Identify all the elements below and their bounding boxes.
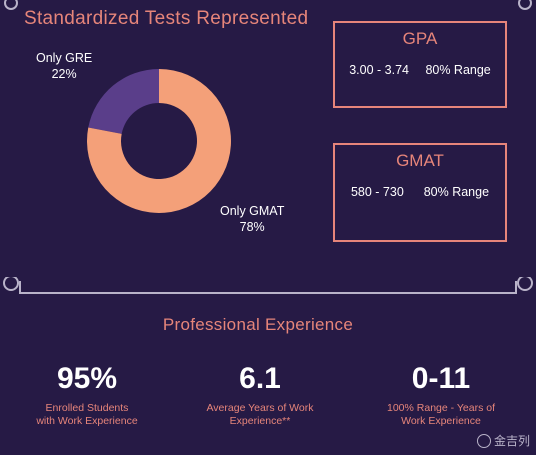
- metric-avg-years-line1: Average Years of Work: [206, 402, 314, 414]
- label-gre-category: Only GRE: [36, 51, 93, 65]
- metric-range-line1: 100% Range - Years of: [387, 402, 495, 414]
- metric-range-desc: 100% Range - Years of Work Experience: [356, 402, 526, 428]
- gmat-box: GMAT 580 - 730 80% Range: [333, 143, 507, 242]
- label-gre-value: 22%: [51, 67, 77, 81]
- gpa-range: 3.00 - 3.74: [349, 63, 409, 77]
- label-gmat: Only GMAT 78%: [220, 203, 284, 235]
- gpa-box: GPA 3.00 - 3.74 80% Range: [333, 21, 507, 108]
- label-gmat-category: Only GMAT: [220, 204, 285, 218]
- metric-avg-years-desc: Average Years of Work Experience**: [175, 402, 345, 428]
- gpa-box-row: 3.00 - 3.74 80% Range: [335, 63, 505, 77]
- metric-enrolled-desc: Enrolled Students with Work Experience: [2, 402, 172, 428]
- metric-range: 0-11 100% Range - Years of Work Experien…: [356, 362, 526, 428]
- metric-avg-years-line2: Experience**: [229, 415, 291, 427]
- donut-chart: [84, 66, 234, 216]
- gpa-range-label: 80% Range: [425, 63, 491, 77]
- donut-slice-gre: [88, 69, 159, 134]
- metric-avg-years-value: 6.1: [239, 362, 281, 395]
- metric-range-value: 0-11: [411, 362, 471, 395]
- page-title: Standardized Tests Represented: [24, 8, 309, 29]
- watermark-text: 金吉列: [493, 434, 530, 448]
- top-divider: [4, 0, 532, 10]
- section-divider: [3, 277, 533, 294]
- watermark-logo-icon: [476, 433, 491, 448]
- metric-enrolled-line1: Enrolled Students: [45, 402, 129, 414]
- donut-slice-gmat: [86, 69, 231, 213]
- section-title: Professional Experience: [162, 315, 354, 334]
- metric-enrolled: 95% Enrolled Students with Work Experien…: [2, 362, 172, 428]
- gmat-range: 580 - 730: [350, 185, 404, 199]
- gmat-box-row: 580 - 730 80% Range: [335, 185, 505, 199]
- metric-enrolled-value: 95%: [56, 362, 118, 395]
- watermark: 金吉列: [476, 432, 530, 449]
- label-gmat-value: 78%: [239, 220, 265, 234]
- metric-enrolled-line2: with Work Experience: [36, 415, 138, 427]
- gpa-box-title: GPA: [402, 29, 438, 48]
- gmat-box-title: GMAT: [396, 151, 444, 170]
- metric-range-line2: Work Experience: [401, 415, 481, 427]
- label-gre: Only GRE 22%: [36, 50, 92, 82]
- gmat-range-label: 80% Range: [423, 185, 490, 199]
- metric-avg-years: 6.1 Average Years of Work Experience**: [175, 362, 345, 428]
